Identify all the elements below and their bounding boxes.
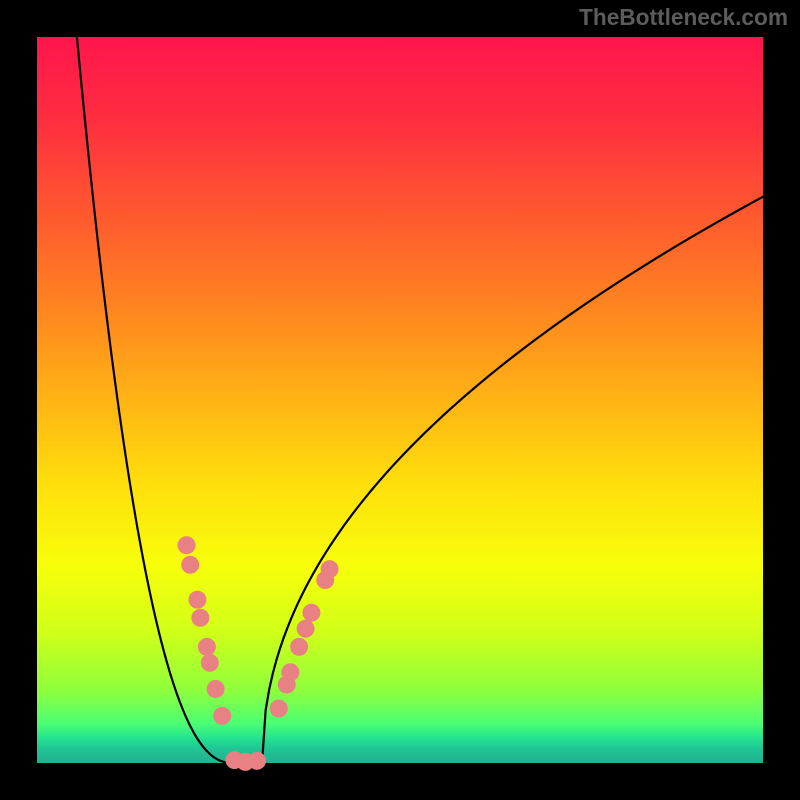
curve-marker (198, 638, 216, 656)
curve-marker (297, 620, 315, 638)
curve-marker (188, 591, 206, 609)
curve-marker (321, 560, 339, 578)
curve-marker (270, 700, 288, 718)
gradient-background (37, 37, 763, 763)
curve-marker (181, 556, 199, 574)
bottleneck-curve-chart (0, 0, 800, 800)
curve-marker (213, 707, 231, 725)
curve-marker (207, 680, 225, 698)
chart-canvas: TheBottleneck.com (0, 0, 800, 800)
curve-marker (290, 638, 308, 656)
curve-marker (281, 663, 299, 681)
curve-marker (191, 609, 209, 627)
curve-marker (302, 604, 320, 622)
curve-marker (178, 536, 196, 554)
watermark-label: TheBottleneck.com (579, 4, 788, 31)
curve-marker (248, 752, 266, 770)
curve-marker (201, 654, 219, 672)
